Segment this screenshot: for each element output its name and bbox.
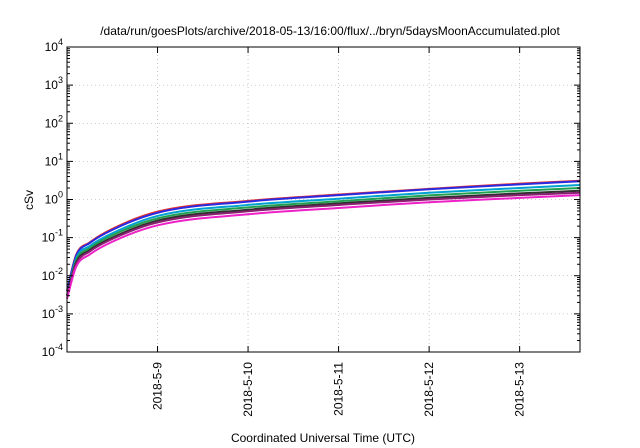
series-line-4 [66, 187, 581, 296]
y-tick-label: 100 [45, 190, 63, 207]
series-line-6 [66, 191, 581, 296]
y-tick-label: 102 [45, 113, 63, 130]
series-line-7 [66, 194, 581, 299]
y-tick-label: 104 [45, 37, 63, 54]
x-tick-label: 2018-5-13 [513, 362, 527, 417]
y-tick-label: 101 [45, 151, 63, 168]
x-tick-label: 2018-5-10 [241, 362, 255, 417]
x-axis-label: Coordinated Universal Time (UTC) [231, 431, 415, 445]
x-tick-label: 2018-5-9 [151, 362, 165, 410]
y-tick-label: 10-3 [42, 304, 63, 321]
y-tick-label: 103 [45, 75, 63, 92]
x-tick-labels: 2018-5-9 2018-5-10 2018-5-11 2018-5-12 2018-… [151, 362, 527, 417]
series-line-5 [66, 189, 581, 296]
axis-ticks [67, 46, 580, 353]
series-group [66, 179, 581, 299]
series-line-2 [66, 180, 581, 292]
chart-title: /data/run/goesPlots/archive/2018-05-13/1… [100, 24, 560, 38]
y-tick-label: 10-1 [42, 228, 63, 245]
series-line-3 [66, 184, 581, 296]
y-tick-labels: 10-4 10-3 10-2 10-1 100 101 102 103 104 [42, 37, 63, 359]
x-tick-label: 2018-5-11 [332, 362, 346, 416]
y-tick-label: 10-2 [42, 266, 63, 283]
y-axis-label: cSv [22, 190, 36, 210]
y-tick-label: 10-4 [42, 342, 63, 359]
x-tick-label: 2018-5-12 [422, 362, 436, 417]
series-line-1 [66, 179, 581, 292]
